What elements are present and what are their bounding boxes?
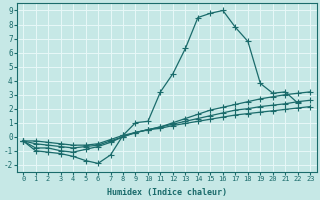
X-axis label: Humidex (Indice chaleur): Humidex (Indice chaleur) (107, 188, 227, 197)
